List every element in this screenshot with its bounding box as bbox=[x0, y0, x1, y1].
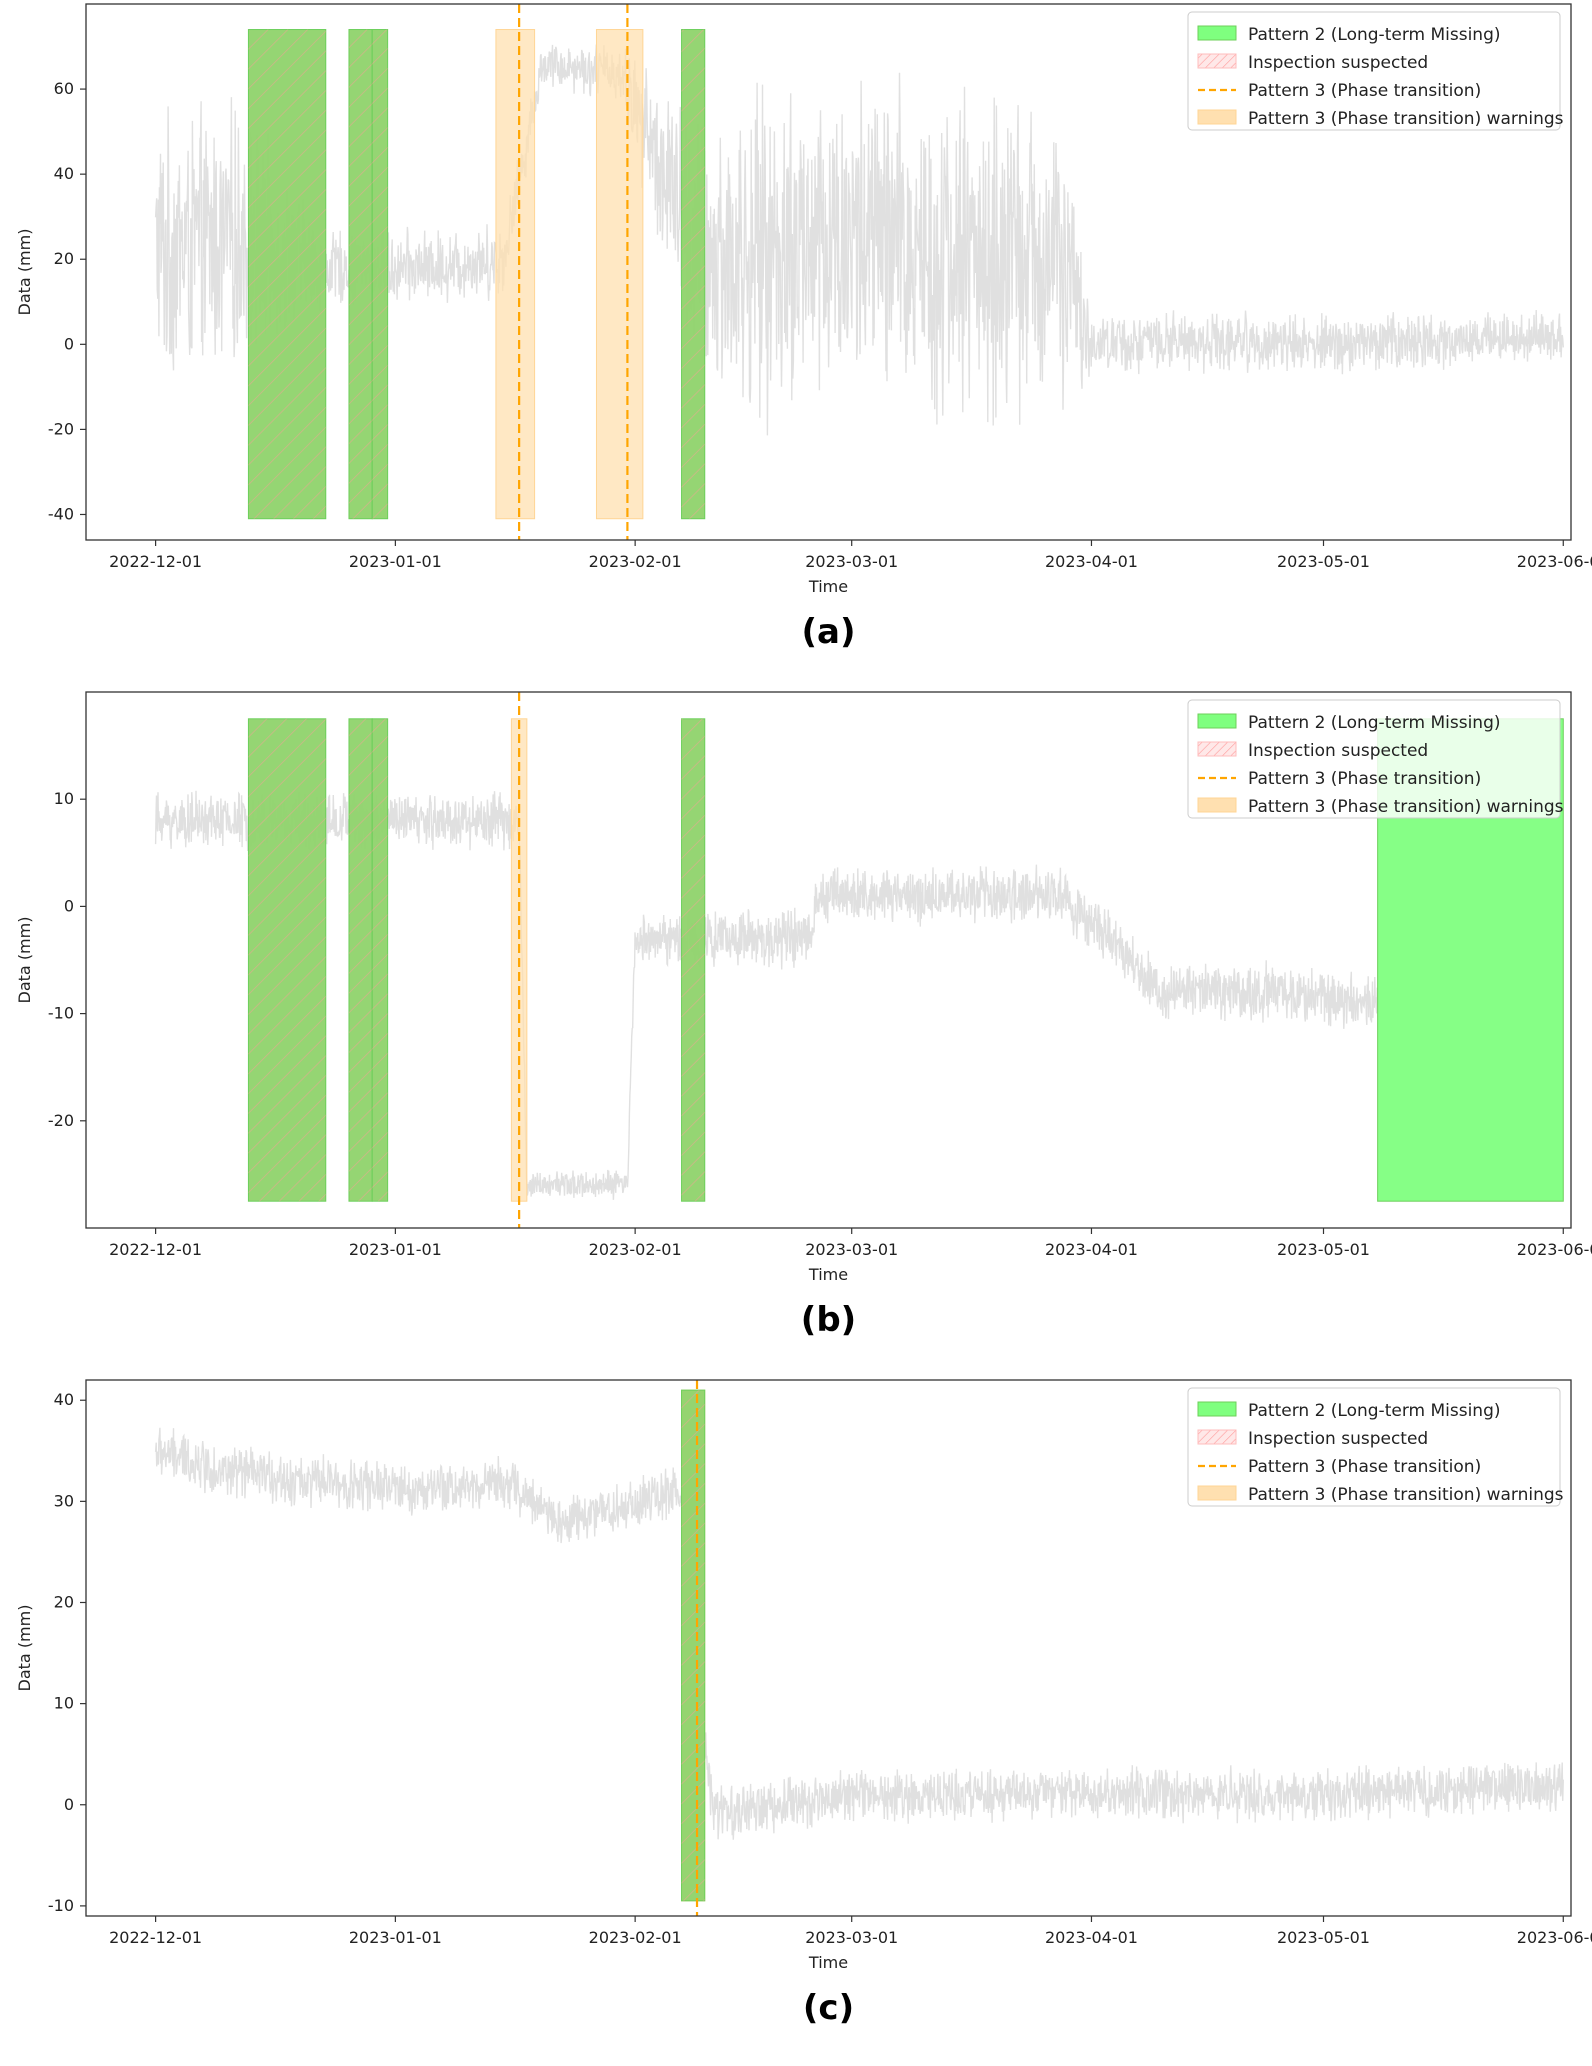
data-series-line bbox=[154, 44, 1564, 436]
legend-inspection-swatch bbox=[1197, 53, 1237, 69]
x-tick-label: 2023-01-01 bbox=[349, 1928, 442, 1947]
chart-panel-a: 2022-12-01 2023-01-01 2023-02-01 2023-03-01… bbox=[0, 0, 1592, 690]
y-tick-label: 40 bbox=[54, 164, 74, 183]
y-tick-label: 40 bbox=[54, 1390, 74, 1409]
legend-label-warnings: Pattern 3 (Phase transition) warnings bbox=[1248, 1485, 1564, 1505]
legend-box bbox=[1187, 11, 1561, 131]
x-tick-label: 2023-04-01 bbox=[1045, 552, 1138, 571]
chart-panel-c: 2022-12-01 2023-01-01 2023-02-01 2023-03-01… bbox=[0, 1376, 1592, 2066]
inspection-hatch bbox=[248, 29, 326, 519]
inspection-hatch bbox=[348, 718, 373, 1202]
y-tick-label: 0 bbox=[64, 1795, 74, 1814]
y-tick-label: 10 bbox=[54, 789, 74, 808]
inspection-hatch bbox=[348, 29, 373, 519]
legend-warnings-swatch bbox=[1197, 1485, 1237, 1501]
x-tick-label: 2023-03-01 bbox=[805, 552, 898, 571]
y-tick-label: -10 bbox=[48, 1896, 74, 1915]
x-tick-label: 2023-05-01 bbox=[1277, 1240, 1370, 1259]
y-tick-label: 20 bbox=[54, 1592, 74, 1611]
x-tick-label: 2023-06-01 bbox=[1517, 1240, 1592, 1259]
legend-label-warnings: Pattern 3 (Phase transition) warnings bbox=[1248, 797, 1564, 817]
legend-label-transition: Pattern 3 (Phase transition) bbox=[1248, 1457, 1481, 1477]
chart-panel-b: 2022-12-01 2023-01-01 2023-02-01 2023-03-01… bbox=[0, 688, 1592, 1378]
legend: Pattern 2 (Long-term Missing) Inspection … bbox=[1187, 1387, 1564, 1507]
legend-label-transition: Pattern 3 (Phase transition) bbox=[1248, 81, 1481, 101]
y-tick-label: -20 bbox=[48, 1111, 74, 1130]
legend-box bbox=[1187, 699, 1561, 819]
inspection-hatch bbox=[681, 718, 705, 1202]
legend-missing-swatch bbox=[1197, 1401, 1237, 1417]
x-tick-label: 2023-04-01 bbox=[1045, 1928, 1138, 1947]
legend-label-inspection: Inspection suspected bbox=[1248, 1429, 1428, 1449]
legend-missing-swatch bbox=[1197, 25, 1237, 41]
x-tick-label: 2023-01-01 bbox=[349, 1240, 442, 1259]
y-tick-label: 30 bbox=[54, 1491, 74, 1510]
x-tick-label: 2023-05-01 bbox=[1277, 552, 1370, 571]
warning-span bbox=[595, 29, 644, 520]
legend-warnings-swatch bbox=[1197, 797, 1237, 813]
panel-caption: (c) bbox=[803, 1988, 854, 2028]
legend-label-missing: Pattern 2 (Long-term Missing) bbox=[1248, 713, 1501, 733]
legend-label-warnings: Pattern 3 (Phase transition) warnings bbox=[1248, 109, 1564, 129]
inspection-hatch bbox=[681, 1390, 705, 1901]
legend-inspection-swatch bbox=[1197, 741, 1237, 757]
y-tick-label: 60 bbox=[54, 79, 74, 98]
x-tick-label: 2022-12-01 bbox=[109, 1928, 202, 1947]
legend-label-transition: Pattern 3 (Phase transition) bbox=[1248, 769, 1481, 789]
x-tick-label: 2023-03-01 bbox=[805, 1928, 898, 1947]
x-tick-label: 2023-01-01 bbox=[349, 552, 442, 571]
legend-warnings-swatch bbox=[1197, 109, 1237, 125]
warning-span bbox=[495, 29, 536, 520]
y-tick-label: -40 bbox=[48, 504, 74, 523]
x-axis-label: Time bbox=[808, 1953, 848, 1972]
x-axis-label: Time bbox=[808, 577, 848, 596]
y-axis-label: Data (mm) bbox=[15, 1605, 34, 1692]
x-tick-label: 2022-12-01 bbox=[109, 552, 202, 571]
x-tick-label: 2023-06-01 bbox=[1517, 552, 1592, 571]
inspection-hatch bbox=[681, 29, 705, 519]
legend-label-missing: Pattern 2 (Long-term Missing) bbox=[1248, 25, 1501, 45]
y-tick-label: 0 bbox=[64, 896, 74, 915]
y-tick-label: 20 bbox=[54, 249, 74, 268]
legend-label-inspection: Inspection suspected bbox=[1248, 741, 1428, 761]
y-axis-label: Data (mm) bbox=[15, 229, 34, 316]
panel-caption: (b) bbox=[801, 1300, 856, 1340]
axes-frame bbox=[85, 3, 1572, 541]
legend-label-missing: Pattern 2 (Long-term Missing) bbox=[1248, 1401, 1501, 1421]
x-tick-label: 2023-02-01 bbox=[589, 1240, 682, 1259]
inspection-hatch bbox=[248, 718, 326, 1202]
chart-svg: 2022-12-01 2023-01-01 2023-02-01 2023-03-01… bbox=[15, 3, 1592, 652]
legend-missing-swatch bbox=[1197, 713, 1237, 729]
panel-caption: (a) bbox=[801, 612, 855, 652]
inspection-hatch bbox=[372, 29, 388, 519]
x-tick-label: 2023-06-01 bbox=[1517, 1928, 1592, 1947]
legend-label-inspection: Inspection suspected bbox=[1248, 53, 1428, 73]
x-axis-label: Time bbox=[808, 1265, 848, 1284]
x-tick-label: 2023-05-01 bbox=[1277, 1928, 1370, 1947]
x-tick-label: 2023-03-01 bbox=[805, 1240, 898, 1259]
y-tick-label: -20 bbox=[48, 419, 74, 438]
x-tick-label: 2023-02-01 bbox=[589, 552, 682, 571]
x-tick-label: 2022-12-01 bbox=[109, 1240, 202, 1259]
chart-svg: 2022-12-01 2023-01-01 2023-02-01 2023-03-01… bbox=[15, 691, 1592, 1340]
data-series-line bbox=[154, 1427, 1564, 1840]
chart-svg: 2022-12-01 2023-01-01 2023-02-01 2023-03-01… bbox=[15, 1379, 1592, 2028]
axes-frame bbox=[85, 691, 1572, 1229]
x-tick-label: 2023-04-01 bbox=[1045, 1240, 1138, 1259]
x-tick-label: 2023-02-01 bbox=[589, 1928, 682, 1947]
inspection-hatch bbox=[372, 718, 388, 1202]
legend: Pattern 2 (Long-term Missing) Inspection … bbox=[1187, 699, 1564, 819]
legend-box bbox=[1187, 1387, 1561, 1507]
axes-frame bbox=[85, 1379, 1572, 1917]
legend-inspection-swatch bbox=[1197, 1429, 1237, 1445]
y-tick-label: -10 bbox=[48, 1004, 74, 1023]
legend: Pattern 2 (Long-term Missing) Inspection … bbox=[1187, 11, 1564, 131]
y-tick-label: 10 bbox=[54, 1694, 74, 1713]
y-tick-label: 0 bbox=[64, 334, 74, 353]
y-axis-label: Data (mm) bbox=[15, 917, 34, 1004]
